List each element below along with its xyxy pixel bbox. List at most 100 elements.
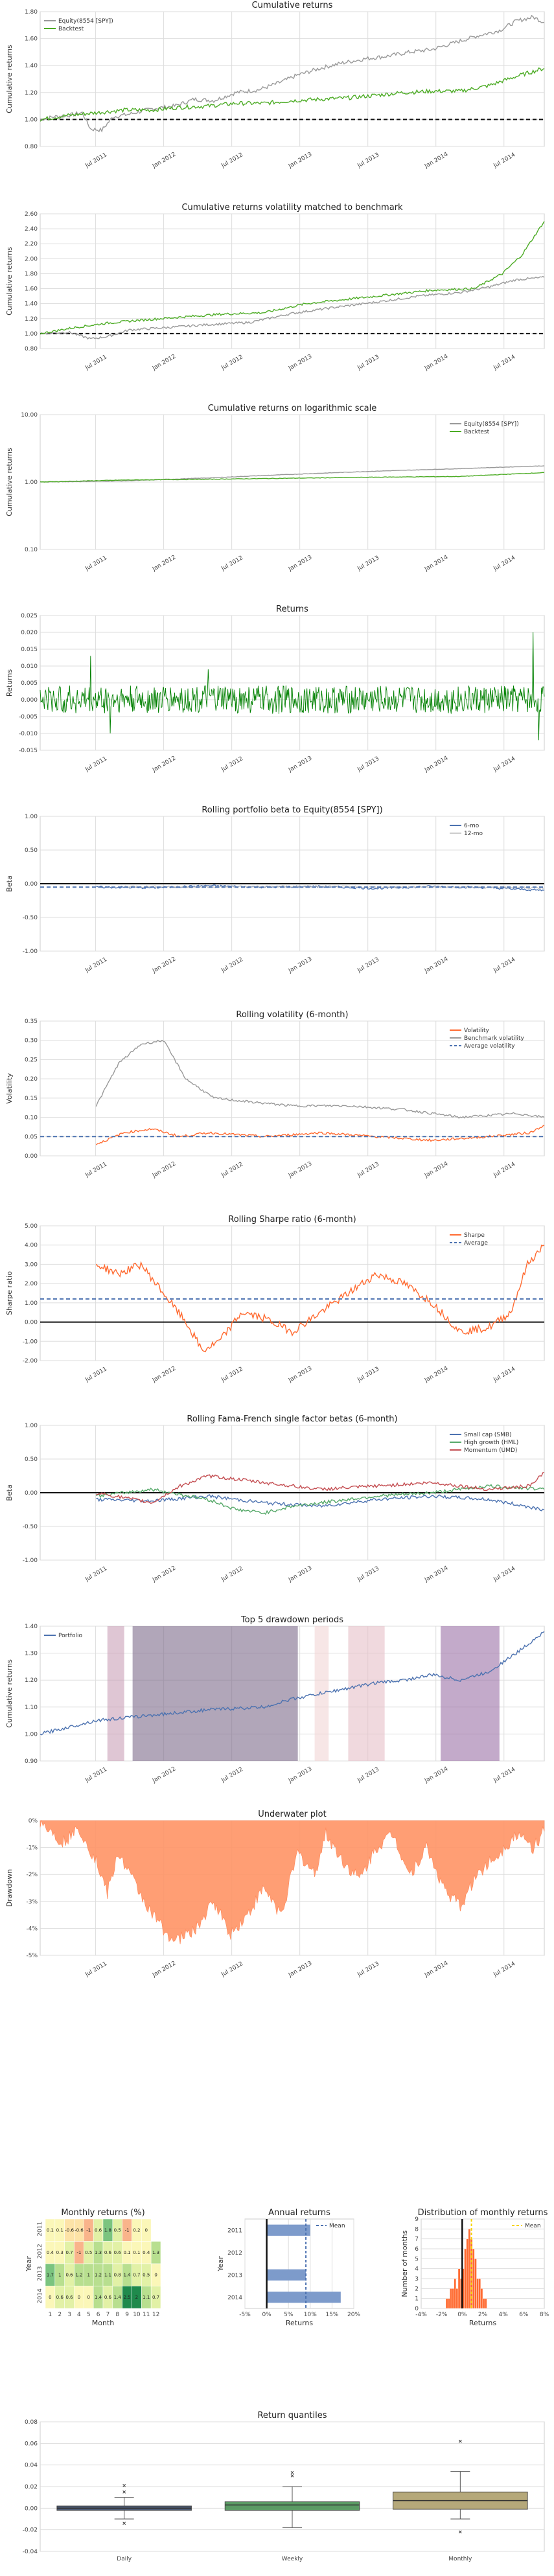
y-tick-label: 2.20 — [25, 241, 38, 247]
histogram-bar — [457, 2268, 461, 2309]
legend-label: Backtest — [464, 429, 490, 435]
box-flier — [290, 2470, 294, 2474]
y-tick-label: 0.80 — [25, 346, 38, 352]
histogram-bar — [456, 2288, 459, 2309]
y-tick-label: 1.10 — [25, 1705, 38, 1711]
x-tick-label: Jan 2014 — [423, 1960, 449, 1979]
series-line — [40, 221, 545, 335]
chart-title: Top 5 drawdown periods — [240, 1615, 343, 1625]
panel-vm: Cumulative returns volatility matched to… — [5, 203, 545, 372]
y-tick-label: 2.00 — [25, 1281, 38, 1287]
x-tick-label: Jul 2013 — [356, 1366, 380, 1383]
chart-title: Cumulative returns on logarithmic scale — [208, 404, 376, 413]
x-tick-label: 8 — [115, 2312, 119, 2318]
box-flier — [458, 2530, 462, 2534]
x-tick-label: Jul 2012 — [220, 1565, 244, 1583]
x-tick-label: 6 — [97, 2312, 100, 2318]
heatmap-value: 0.1 — [124, 2250, 131, 2255]
y-tick-label: -0.50 — [23, 1524, 38, 1530]
y-tick-label: 2013 — [227, 2272, 242, 2279]
histogram-bar — [478, 2278, 481, 2309]
annual-bar — [266, 2292, 341, 2303]
heatmap-value: 0.6 — [114, 2250, 122, 2255]
y-tick-label: 0.00 — [25, 1153, 38, 1160]
x-tick-label: 12 — [152, 2312, 159, 2318]
legend-label: 12-mo — [464, 831, 483, 837]
y-tick-label: 1.20 — [25, 1677, 38, 1684]
y-axis-label: Returns — [5, 669, 14, 697]
x-tick-label: Jan 2014 — [423, 554, 449, 573]
y-tick-label: 0.30 — [25, 1038, 38, 1044]
panel-ff: Rolling Fama-French single factor betas … — [5, 1414, 545, 1583]
y-tick-label: 0.00 — [25, 1320, 38, 1326]
y-tick-label: -4% — [26, 1926, 38, 1932]
heatmap-value: 0.3 — [56, 2250, 63, 2255]
x-tick-label: Jan 2013 — [287, 151, 313, 170]
heatmap-value: 1.2 — [75, 2272, 82, 2277]
panel-quant: Return quantiles -0.04 -0.02 0.00 0.02 0.04 0.… — [23, 2411, 545, 2562]
y-tick-label: -1.00 — [23, 1339, 38, 1345]
box — [224, 2501, 360, 2511]
y-tick-label: 2012 — [227, 2250, 242, 2257]
x-tick-label: Jan 2014 — [423, 151, 449, 170]
box-flier — [122, 2522, 126, 2525]
y-tick-label: -2.00 — [23, 1358, 38, 1364]
y-tick-label: 0.10 — [25, 547, 38, 553]
heatmap-value: -0.6 — [65, 2227, 74, 2233]
y-tick-label: 9 — [415, 2216, 419, 2223]
histogram-bar — [484, 2298, 487, 2309]
heatmap-value: 1.1 — [104, 2272, 111, 2277]
x-tick-label: Jul 2011 — [84, 956, 108, 974]
series-line — [40, 67, 545, 122]
histogram-bar — [468, 2229, 471, 2309]
heatmap-value: 0.6 — [104, 2250, 112, 2255]
x-tick-label: Jul 2014 — [492, 1766, 517, 1784]
x-tick-label: Jul 2011 — [84, 1161, 108, 1179]
chart-title: Annual returns — [268, 2208, 330, 2218]
x-tick-label: Jan 2014 — [423, 956, 449, 974]
y-tick-label: 2011 — [227, 2227, 242, 2234]
histogram-bar — [464, 2248, 467, 2309]
chart-title: Rolling volatility (6-month) — [236, 1010, 348, 1020]
panel-beta: Rolling portfolio beta to Equity(8554 [S… — [5, 805, 545, 974]
heatmap-value: 0.5 — [143, 2272, 150, 2277]
heatmap-value: 0 — [87, 2295, 90, 2300]
x-tick-label: Jul 2013 — [356, 1766, 380, 1784]
heatmap-value: 1.4 — [124, 2272, 132, 2277]
series-line — [40, 472, 545, 483]
heatmap-value: 2.5 — [124, 2295, 131, 2300]
chart-title: Monthly returns (%) — [61, 2208, 144, 2218]
y-tick-label: 2012 — [37, 2244, 43, 2259]
histogram-bar — [480, 2288, 483, 2309]
y-tick-label: -1.00 — [23, 1558, 38, 1564]
heatmap-value: 0.6 — [56, 2295, 64, 2300]
x-tick-label: Daily — [117, 2556, 132, 2562]
heatmap-value: 0 — [145, 2227, 148, 2233]
x-tick-label: Jul 2011 — [84, 555, 108, 572]
y-tick-label: 0.25 — [25, 1057, 38, 1063]
x-tick-label: Jan 2012 — [151, 1160, 177, 1179]
x-tick-label: 9 — [125, 2312, 129, 2318]
x-tick-label: Jan 2014 — [423, 353, 449, 372]
y-tick-label: 2.00 — [25, 256, 38, 262]
panel-vol: Rolling volatility (6-month) 0.00 0.05 0.10… — [5, 1010, 545, 1179]
legend-label: Mean — [525, 2223, 541, 2229]
y-tick-label: 4 — [415, 2266, 419, 2273]
y-tick-label: 2011 — [37, 2222, 43, 2237]
histogram-bar — [474, 2259, 477, 2309]
y-tick-label: -2% — [26, 1872, 38, 1878]
y-tick-label: 10.00 — [21, 412, 38, 419]
chart-title: Distribution of monthly returns — [418, 2208, 548, 2218]
heatmap-value: 0 — [49, 2295, 51, 2300]
y-tick-label: 2.40 — [25, 226, 38, 233]
x-tick-label: Jul 2014 — [492, 1161, 517, 1179]
x-tick-label: Jul 2011 — [84, 1961, 108, 1978]
x-tick-label: Monthly — [448, 2556, 472, 2562]
x-tick-label: 5% — [284, 2312, 294, 2318]
x-tick-label: Jul 2012 — [220, 1366, 244, 1383]
legend-label: Average volatility — [464, 1043, 515, 1050]
x-tick-label: Jul 2012 — [220, 152, 244, 169]
legend-label: Equity(8554 [SPY]) — [58, 18, 113, 25]
y-tick-label: 1.60 — [25, 36, 38, 43]
